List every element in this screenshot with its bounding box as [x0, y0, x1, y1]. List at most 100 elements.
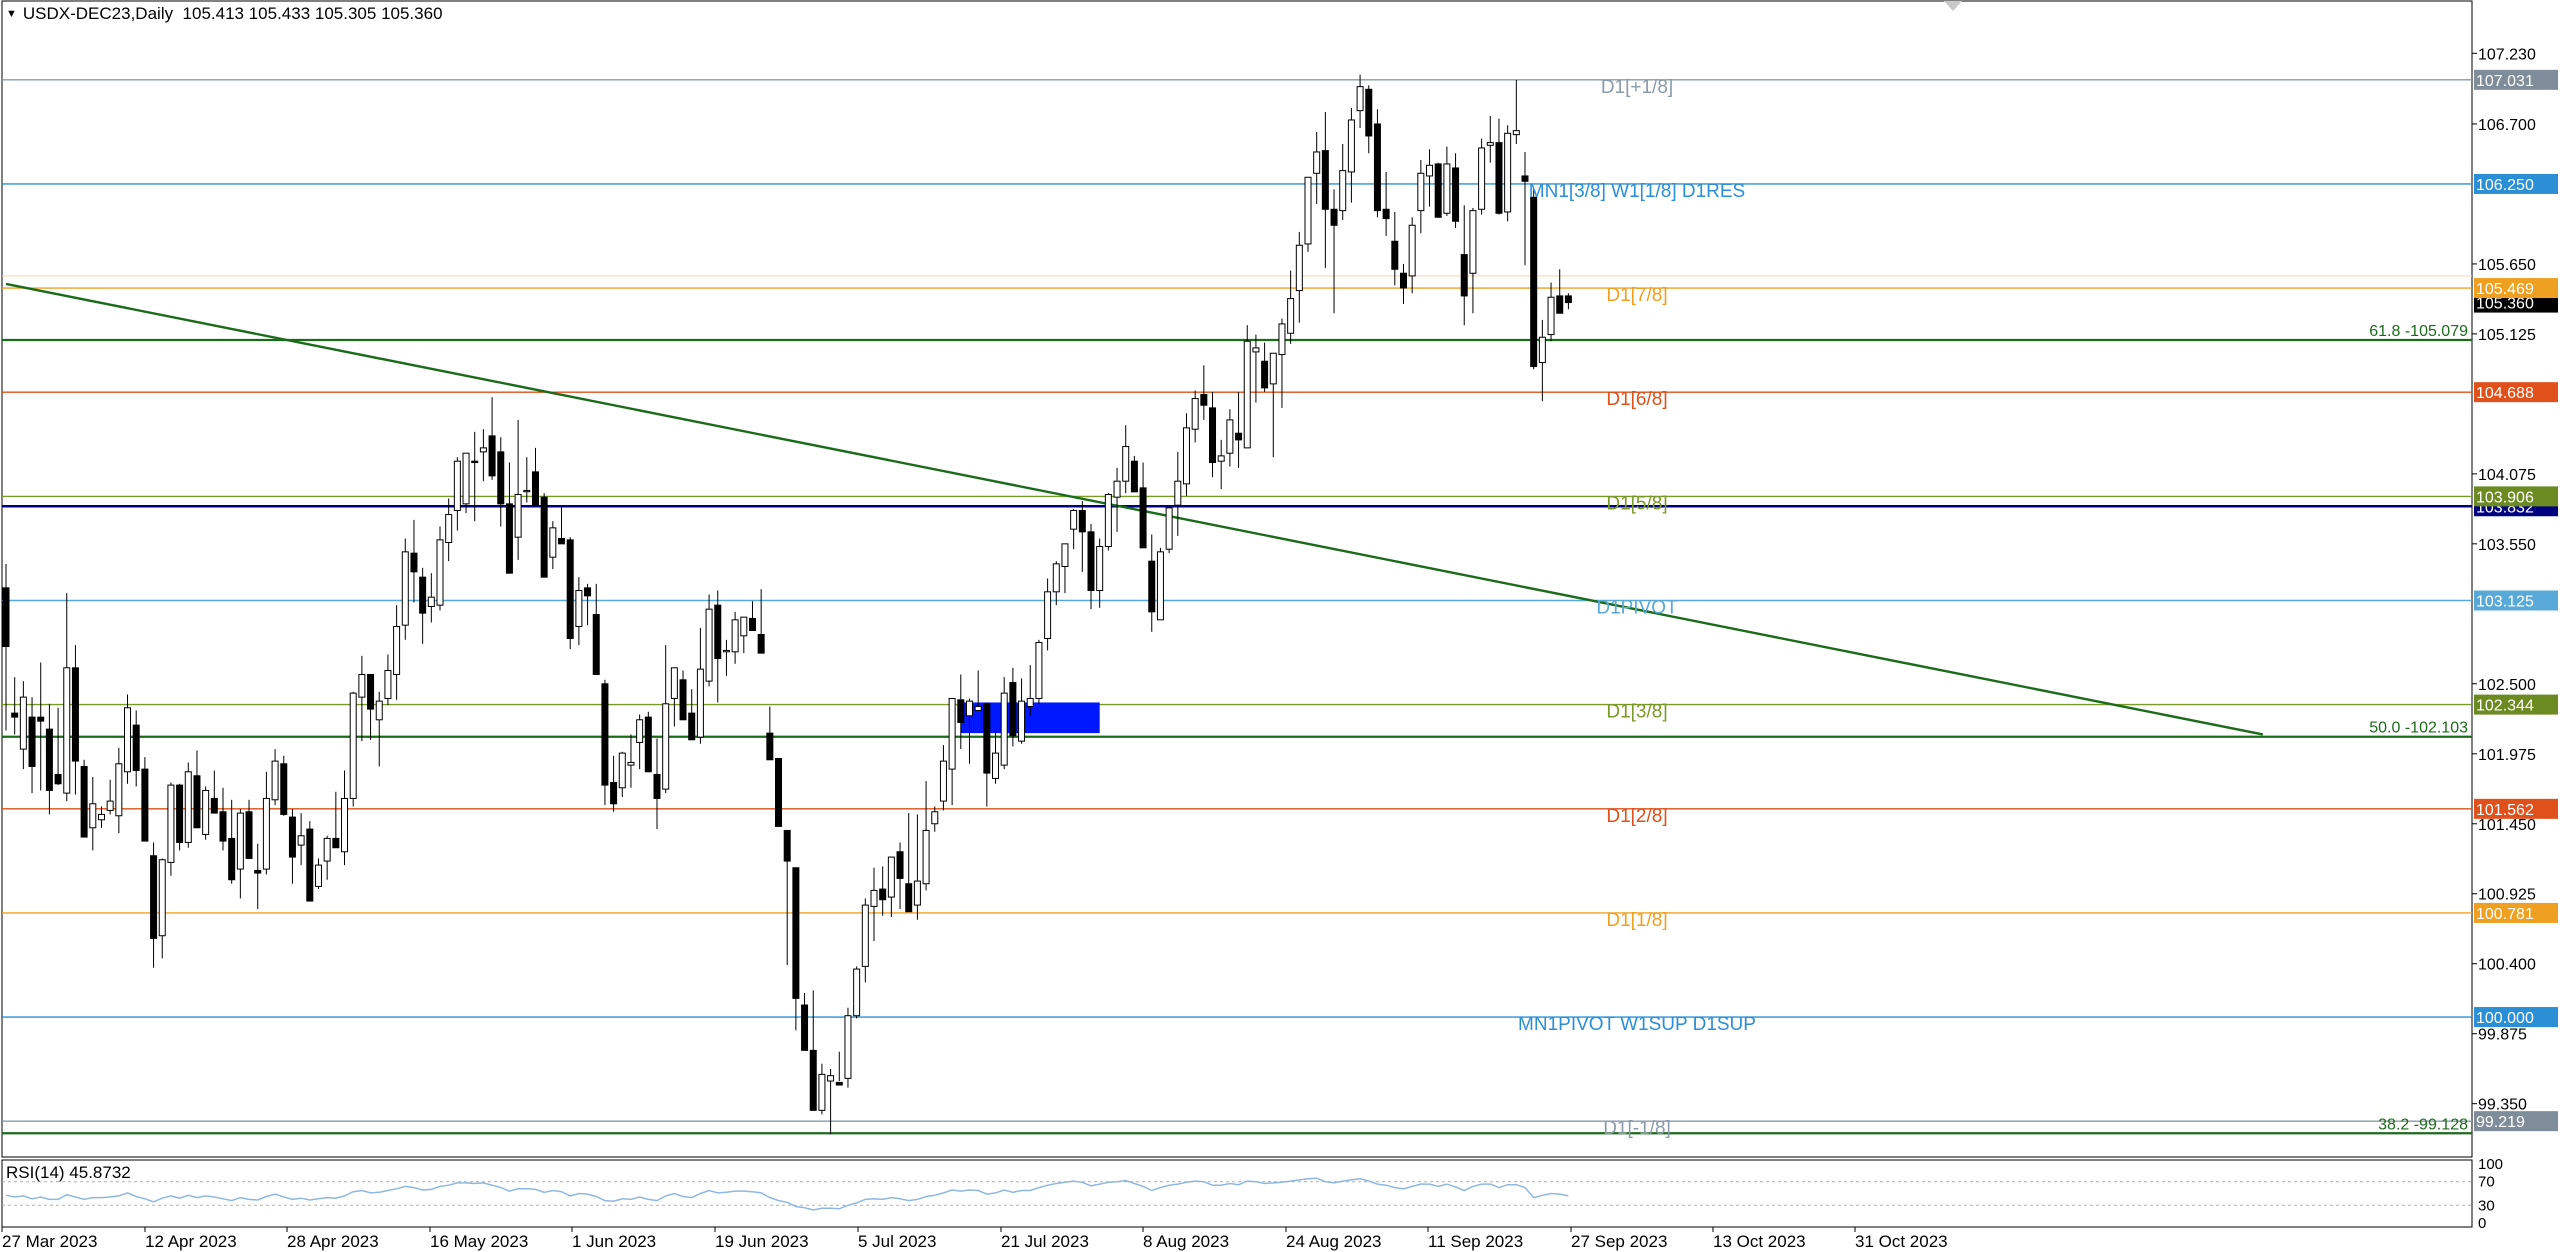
candle-body — [262, 797, 270, 870]
level-price-tag-bg — [2474, 382, 2558, 403]
candle-body — [1382, 208, 1390, 220]
rsi-line — [5, 1177, 1569, 1211]
candle-body — [80, 765, 88, 838]
candle-body — [965, 700, 973, 717]
candle-body — [1486, 142, 1494, 146]
candle-body — [505, 503, 513, 574]
candle-body — [827, 1075, 835, 1082]
candle-body — [245, 811, 253, 859]
y-tick-label: 102.500 — [2478, 677, 2536, 694]
level-price-tag: 101.562 — [2476, 802, 2534, 819]
candle-body — [1235, 432, 1243, 441]
candle-body — [558, 538, 566, 545]
x-tick-label: 19 Jun 2023 — [715, 1232, 809, 1251]
candle-body — [124, 707, 132, 773]
candle-body — [167, 784, 175, 863]
x-tick-label: 24 Aug 2023 — [1286, 1232, 1381, 1251]
candle-body — [601, 683, 609, 786]
candle-body — [1295, 244, 1303, 292]
level-label: D1[2/8] — [1606, 806, 1667, 827]
candle-body — [1512, 130, 1520, 136]
candle-body — [132, 724, 140, 771]
date-axis: 27 Mar 2023 12 Apr 2023 28 Apr 2023 16 May … — [1, 1226, 2472, 1251]
candle-body — [1130, 460, 1138, 493]
candle-body — [714, 604, 722, 659]
candle-body — [71, 667, 79, 762]
y-tick-label: 99.875 — [2478, 1027, 2527, 1044]
candle-body — [792, 867, 800, 999]
candle-body — [150, 855, 158, 939]
candle-body — [1148, 560, 1156, 613]
candle-body — [853, 968, 861, 1017]
candle-body — [384, 669, 392, 699]
candle-body — [870, 889, 878, 907]
candle-body — [931, 811, 939, 825]
candle-body — [905, 883, 913, 913]
candle-body — [540, 496, 548, 578]
candle-body — [1269, 352, 1277, 385]
candle-body — [1347, 119, 1355, 173]
candle-body — [1156, 551, 1164, 621]
candle-body — [219, 811, 227, 842]
x-tick-label: 1 Jun 2023 — [572, 1232, 656, 1251]
rsi-tick-label: 30 — [2478, 1197, 2495, 1214]
chart-shift-marker-icon[interactable] — [1944, 1, 1962, 11]
candle-body — [731, 619, 739, 653]
candle-body — [462, 452, 470, 505]
fib-label: 50.0 -102.103 — [2369, 720, 2468, 737]
candle-body — [627, 761, 635, 766]
candle-body — [271, 760, 279, 801]
candle-body — [1165, 507, 1173, 550]
candle-body — [688, 712, 696, 741]
level-label: D1[1/8] — [1606, 910, 1667, 931]
level-price-tag: 107.031 — [2476, 73, 2534, 90]
candle-body — [401, 551, 409, 626]
level-price-tag: 99.219 — [2476, 1114, 2525, 1131]
candle-body — [1087, 531, 1095, 591]
x-tick-label: 8 Aug 2023 — [1143, 1232, 1229, 1251]
x-tick-label: 12 Apr 2023 — [145, 1232, 237, 1251]
candle-body — [2, 587, 10, 647]
candle-body — [1139, 487, 1147, 549]
candle-body — [193, 775, 201, 829]
candle-body — [1000, 692, 1008, 766]
rsi-tick-label: 0 — [2478, 1215, 2486, 1232]
level-label: MN1PIVOT W1SUP D1SUP — [1518, 1014, 1756, 1035]
candle-body — [1026, 697, 1034, 707]
candle-body — [922, 829, 930, 885]
level-label: D1[+1/8] — [1601, 77, 1673, 98]
candle-body — [1373, 123, 1381, 212]
candle-body — [1287, 298, 1295, 334]
level-price-tag-bg — [2474, 902, 2558, 923]
candle-body — [1217, 455, 1225, 462]
candle-body — [957, 699, 965, 723]
x-tick-label: 21 Jul 2023 — [1001, 1232, 1089, 1251]
candle-body — [184, 771, 192, 843]
candle-body — [1261, 360, 1269, 389]
candle-body — [610, 781, 618, 805]
candle-body — [1070, 510, 1078, 530]
candle-body — [939, 760, 947, 802]
candle-body — [705, 608, 713, 682]
x-tick-label: 5 Jul 2023 — [858, 1232, 936, 1251]
candle-body — [783, 829, 791, 862]
candle-body — [1252, 347, 1260, 353]
candle-body — [1452, 167, 1460, 222]
candle-body — [1035, 641, 1043, 699]
candle-body — [306, 828, 314, 902]
y-tick-label: 106.700 — [2478, 117, 2536, 134]
candle-body — [236, 812, 244, 870]
candle-body — [1365, 88, 1373, 137]
candle-body — [1182, 427, 1190, 485]
candle-body — [766, 732, 774, 761]
rsi-header: RSI(14) 45.8732 — [6, 1163, 131, 1182]
caret-down-icon[interactable]: ▼ — [6, 8, 17, 20]
candle-body — [1104, 494, 1112, 548]
candle-body — [445, 514, 453, 544]
candle-body — [1356, 86, 1364, 112]
candle-body — [97, 813, 105, 821]
fib-label: 38.2 -99.128 — [2378, 1116, 2468, 1133]
level-price-tag-bg — [2474, 1111, 2558, 1132]
